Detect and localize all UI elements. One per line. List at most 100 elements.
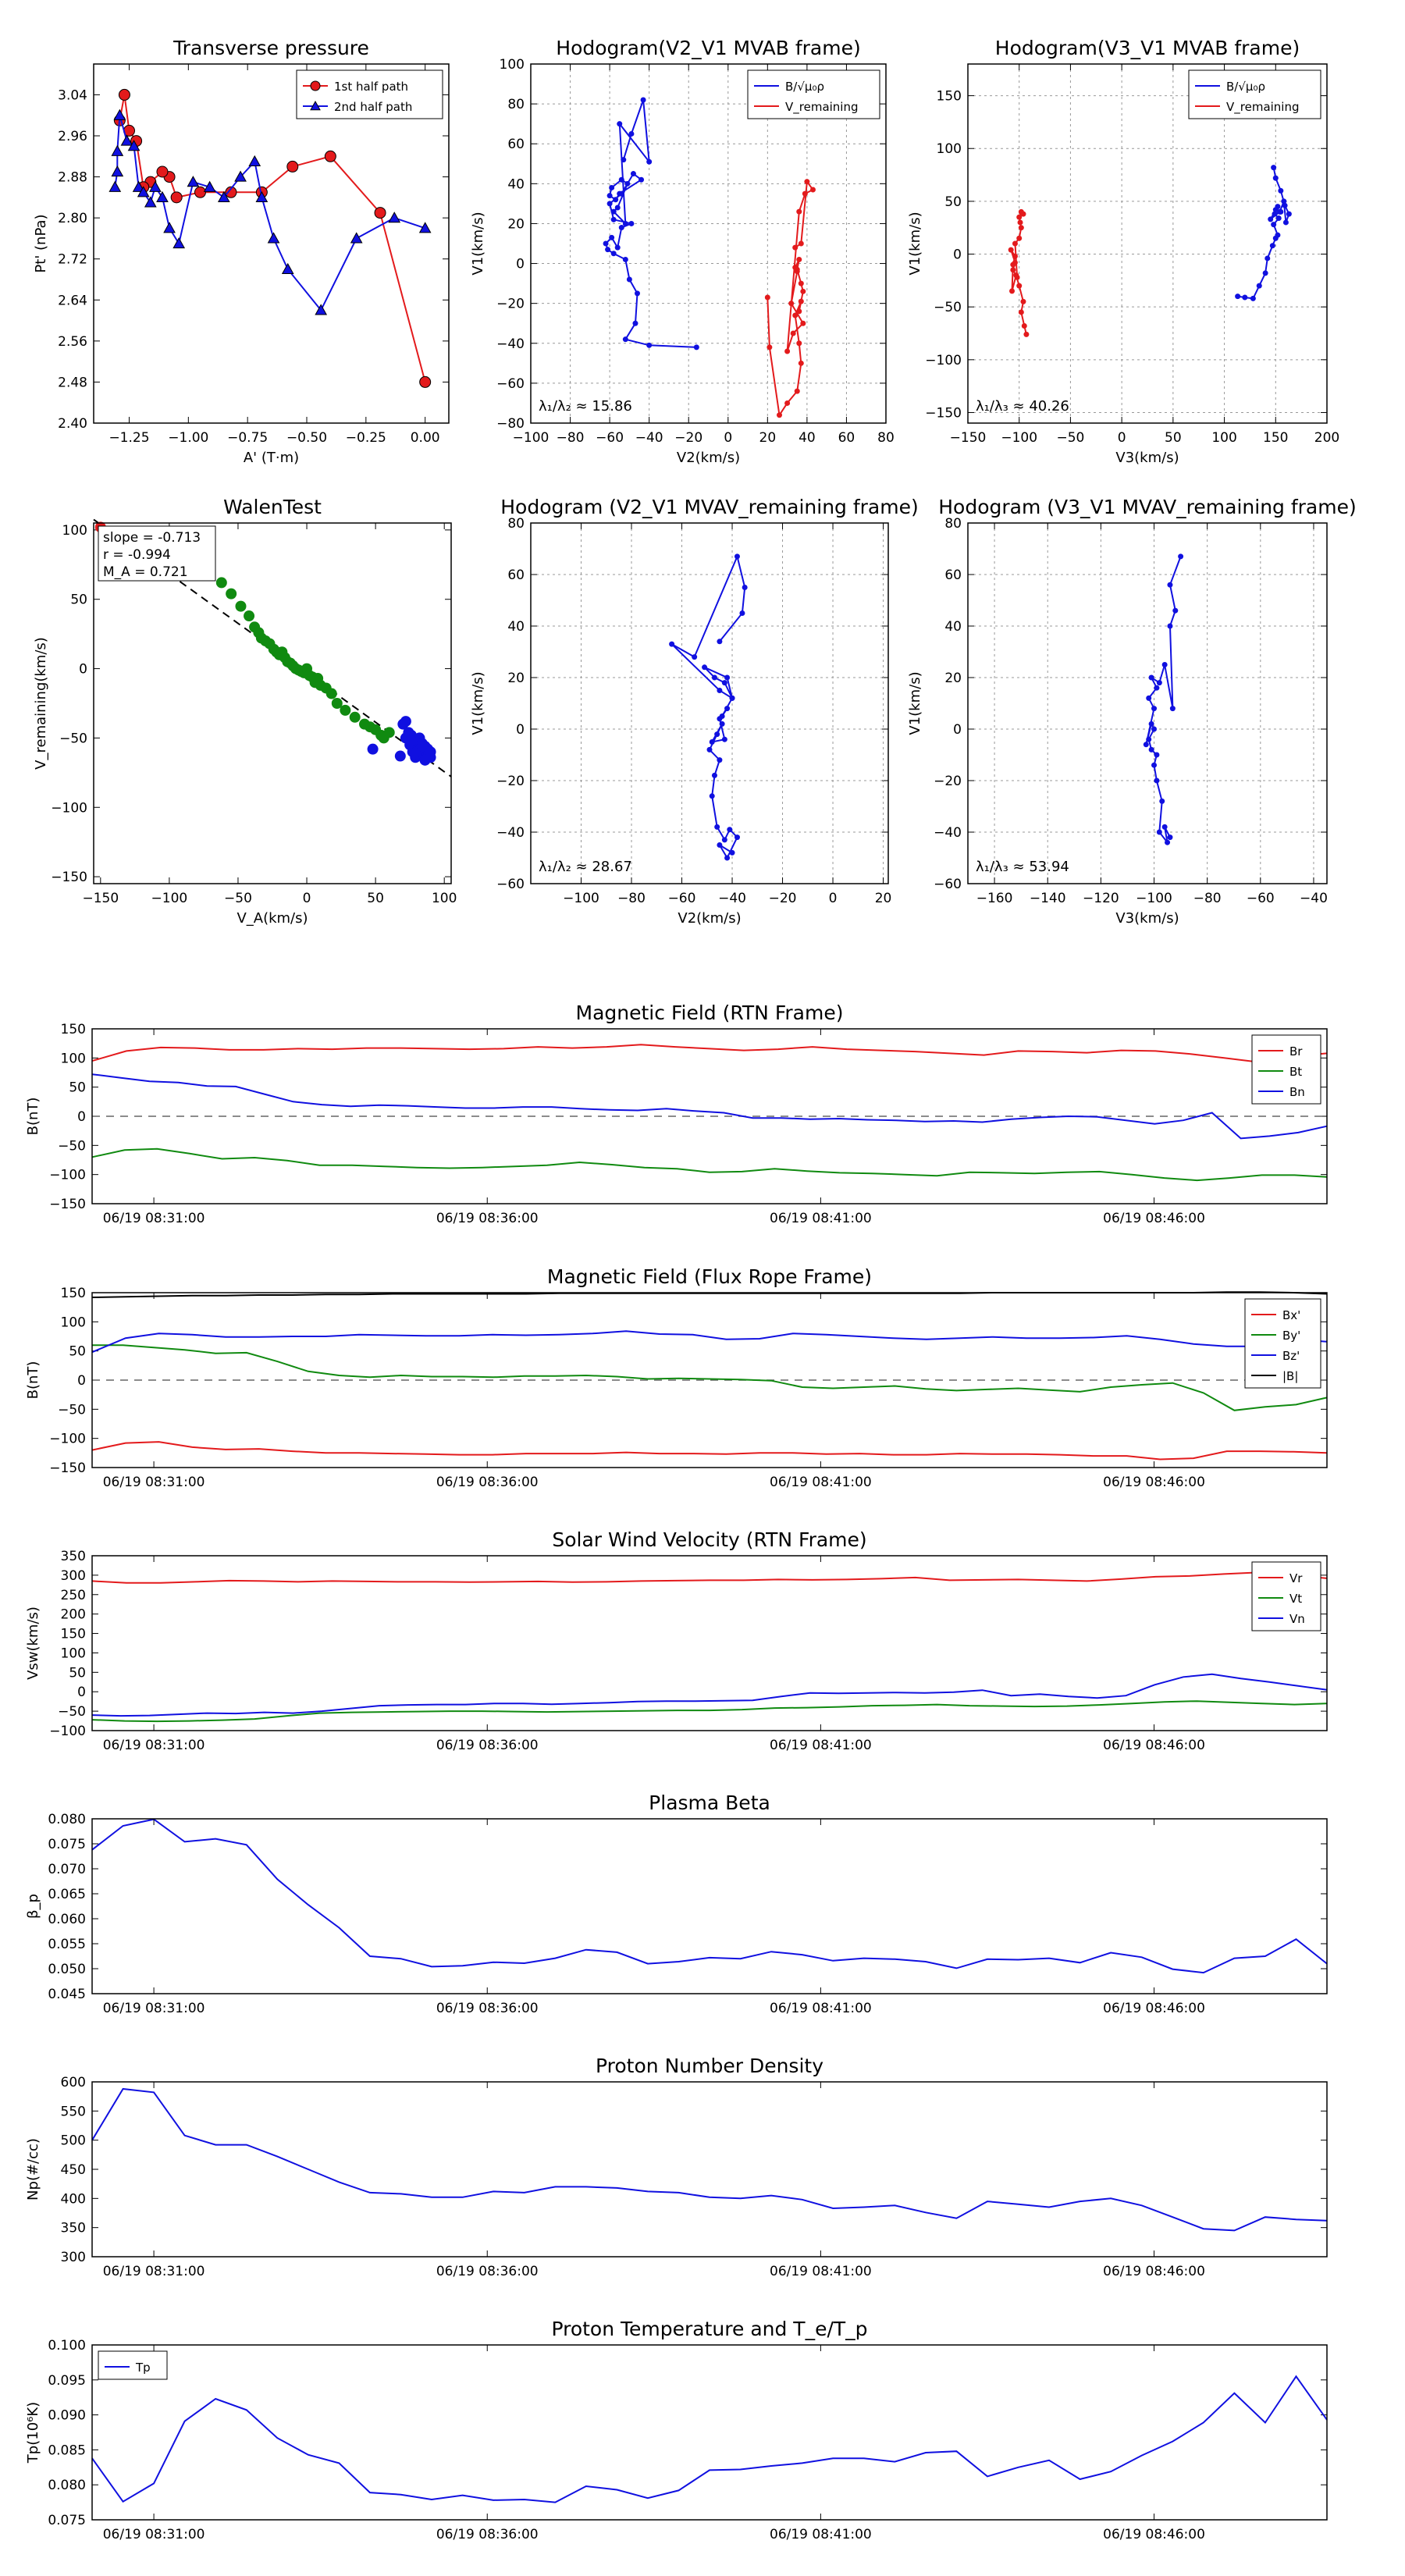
chart-bflux: Magnetic Field (Flux Rope Frame) −150 −100… <box>25 1265 1328 1490</box>
hodogram-point-blue <box>721 680 727 686</box>
hodogram-point-blue <box>1146 736 1152 742</box>
hodogram-point-blue <box>1159 798 1165 804</box>
x-tick-label: −100 <box>563 891 599 906</box>
timeseries-Tp <box>91 2375 1328 2503</box>
y-tick-label: 100 <box>62 523 87 539</box>
series-marker-red <box>225 186 237 198</box>
hodogram-point-blue <box>617 121 623 127</box>
hodogram-point-red <box>800 320 806 326</box>
hodogram-point-blue <box>719 713 725 719</box>
y-axis-label: B(nT) <box>25 1098 41 1136</box>
hodogram-point-red <box>788 301 795 307</box>
y-tick-label: 0.060 <box>48 1912 86 1927</box>
time-tick-label: 06/19 08:46:00 <box>1103 1211 1205 1226</box>
y-tick-label: 300 <box>61 1568 86 1584</box>
series-marker-blue <box>281 262 294 274</box>
plot-frame <box>91 2081 1328 2258</box>
hodogram-point-blue <box>1148 674 1154 681</box>
time-tick-label: 06/19 08:41:00 <box>770 2001 872 2016</box>
hodogram-point-blue <box>1271 165 1277 171</box>
hodogram-point-blue <box>1148 720 1154 727</box>
y-tick-label: 50 <box>69 1344 86 1360</box>
y-tick-label: 0 <box>77 1373 86 1389</box>
y-tick-label: −40 <box>496 336 525 352</box>
legend-box <box>1251 1034 1321 1105</box>
x-tick-label: 100 <box>432 891 457 906</box>
y-tick-label: 2.88 <box>58 170 87 186</box>
eigenvalue-ratio: λ₁/λ₃ ≈ 53.94 <box>976 859 1069 875</box>
hodogram-point-red <box>798 298 804 304</box>
x-tick-label: −120 <box>1083 891 1119 906</box>
hodogram-point-blue <box>632 320 638 326</box>
hodogram-point-blue <box>610 216 617 222</box>
y-tick-label: 150 <box>61 1627 86 1642</box>
y-tick-label: 100 <box>61 1315 86 1330</box>
hodogram-point-blue <box>669 641 675 647</box>
series-marker-blue <box>137 186 150 197</box>
y-tick-label: 20 <box>507 671 525 686</box>
legend-box <box>1188 69 1321 119</box>
y-tick-label: 0.080 <box>48 1812 86 1827</box>
hodogram-point-red <box>1018 225 1024 231</box>
y-tick-label: −60 <box>934 877 962 892</box>
hodogram-point-blue <box>605 247 611 253</box>
hodogram-point-blue <box>613 197 619 203</box>
time-tick-label: 06/19 08:36:00 <box>436 1211 539 1226</box>
y-tick-label: 80 <box>507 516 525 532</box>
y-tick-label: 50 <box>69 1665 86 1681</box>
y-tick-label: 100 <box>61 1051 86 1066</box>
x-tick-label: −60 <box>596 430 624 446</box>
hodogram-path-red <box>1010 210 1027 335</box>
hodogram-point-blue <box>1167 834 1173 841</box>
series-marker-red <box>156 165 169 178</box>
hodogram-point-blue <box>628 220 635 226</box>
chart-title: Hodogram (V3_V1 MVAV_remaining frame) <box>938 496 1357 518</box>
hodogram-point-blue <box>640 97 646 103</box>
y-tick-label: −60 <box>496 376 525 392</box>
timeseries-Bt <box>91 1147 1328 1182</box>
plot-frame <box>91 1555 1328 1731</box>
series-marker-blue <box>315 304 328 315</box>
legend-box <box>98 2350 168 2380</box>
y-tick-label: −150 <box>49 1461 86 1476</box>
x-tick-label: 80 <box>877 430 895 446</box>
time-tick-label: 06/19 08:41:00 <box>770 1475 872 1490</box>
y-tick-label: 50 <box>69 1080 86 1096</box>
x-tick-label: −80 <box>617 891 646 906</box>
hodogram-path-blue <box>1237 167 1290 300</box>
time-tick-label: 06/19 08:46:00 <box>1103 2264 1205 2279</box>
series-marker-blue <box>248 155 261 166</box>
series-marker-blue <box>350 232 363 244</box>
time-tick-label: 06/19 08:31:00 <box>103 1738 205 1753</box>
y-tick-label: 0.095 <box>48 2373 86 2389</box>
plot-frame <box>91 1818 1328 1994</box>
y-tick-label: 100 <box>61 1646 86 1661</box>
hodogram-point-red <box>1008 247 1014 253</box>
x-tick-label: −80 <box>557 430 585 446</box>
hodogram-point-blue <box>717 842 723 848</box>
y-tick-label: −100 <box>49 1168 86 1183</box>
hodogram-point-blue <box>1169 706 1176 712</box>
y-tick-label: −100 <box>925 353 962 368</box>
hodogram-point-blue <box>1268 216 1274 222</box>
series-marker-blue <box>255 190 269 202</box>
x-tick-label: 100 <box>1211 430 1236 446</box>
series-marker-red <box>419 375 432 388</box>
y-tick-label: 2.64 <box>58 293 87 308</box>
chart-title: Proton Temperature and T_e/T_p <box>551 2318 867 2340</box>
x-tick-label: −20 <box>674 430 702 446</box>
series-marker-blue <box>163 222 176 233</box>
plot-frame <box>967 63 1328 424</box>
y-tick-label: −40 <box>934 825 962 841</box>
y-tick-label: 20 <box>507 216 525 232</box>
hodogram-point-blue <box>1282 219 1289 226</box>
legend-label-black: |B| <box>1282 1369 1298 1383</box>
y-tick-label: 0 <box>77 1685 86 1700</box>
scatter-point-blue <box>400 716 411 728</box>
legend-box <box>1251 1561 1321 1631</box>
plot-frame <box>530 522 889 884</box>
hodogram-point-red <box>1021 323 1027 329</box>
y-tick-label: 80 <box>507 97 525 112</box>
hodogram-point-blue <box>614 244 621 251</box>
